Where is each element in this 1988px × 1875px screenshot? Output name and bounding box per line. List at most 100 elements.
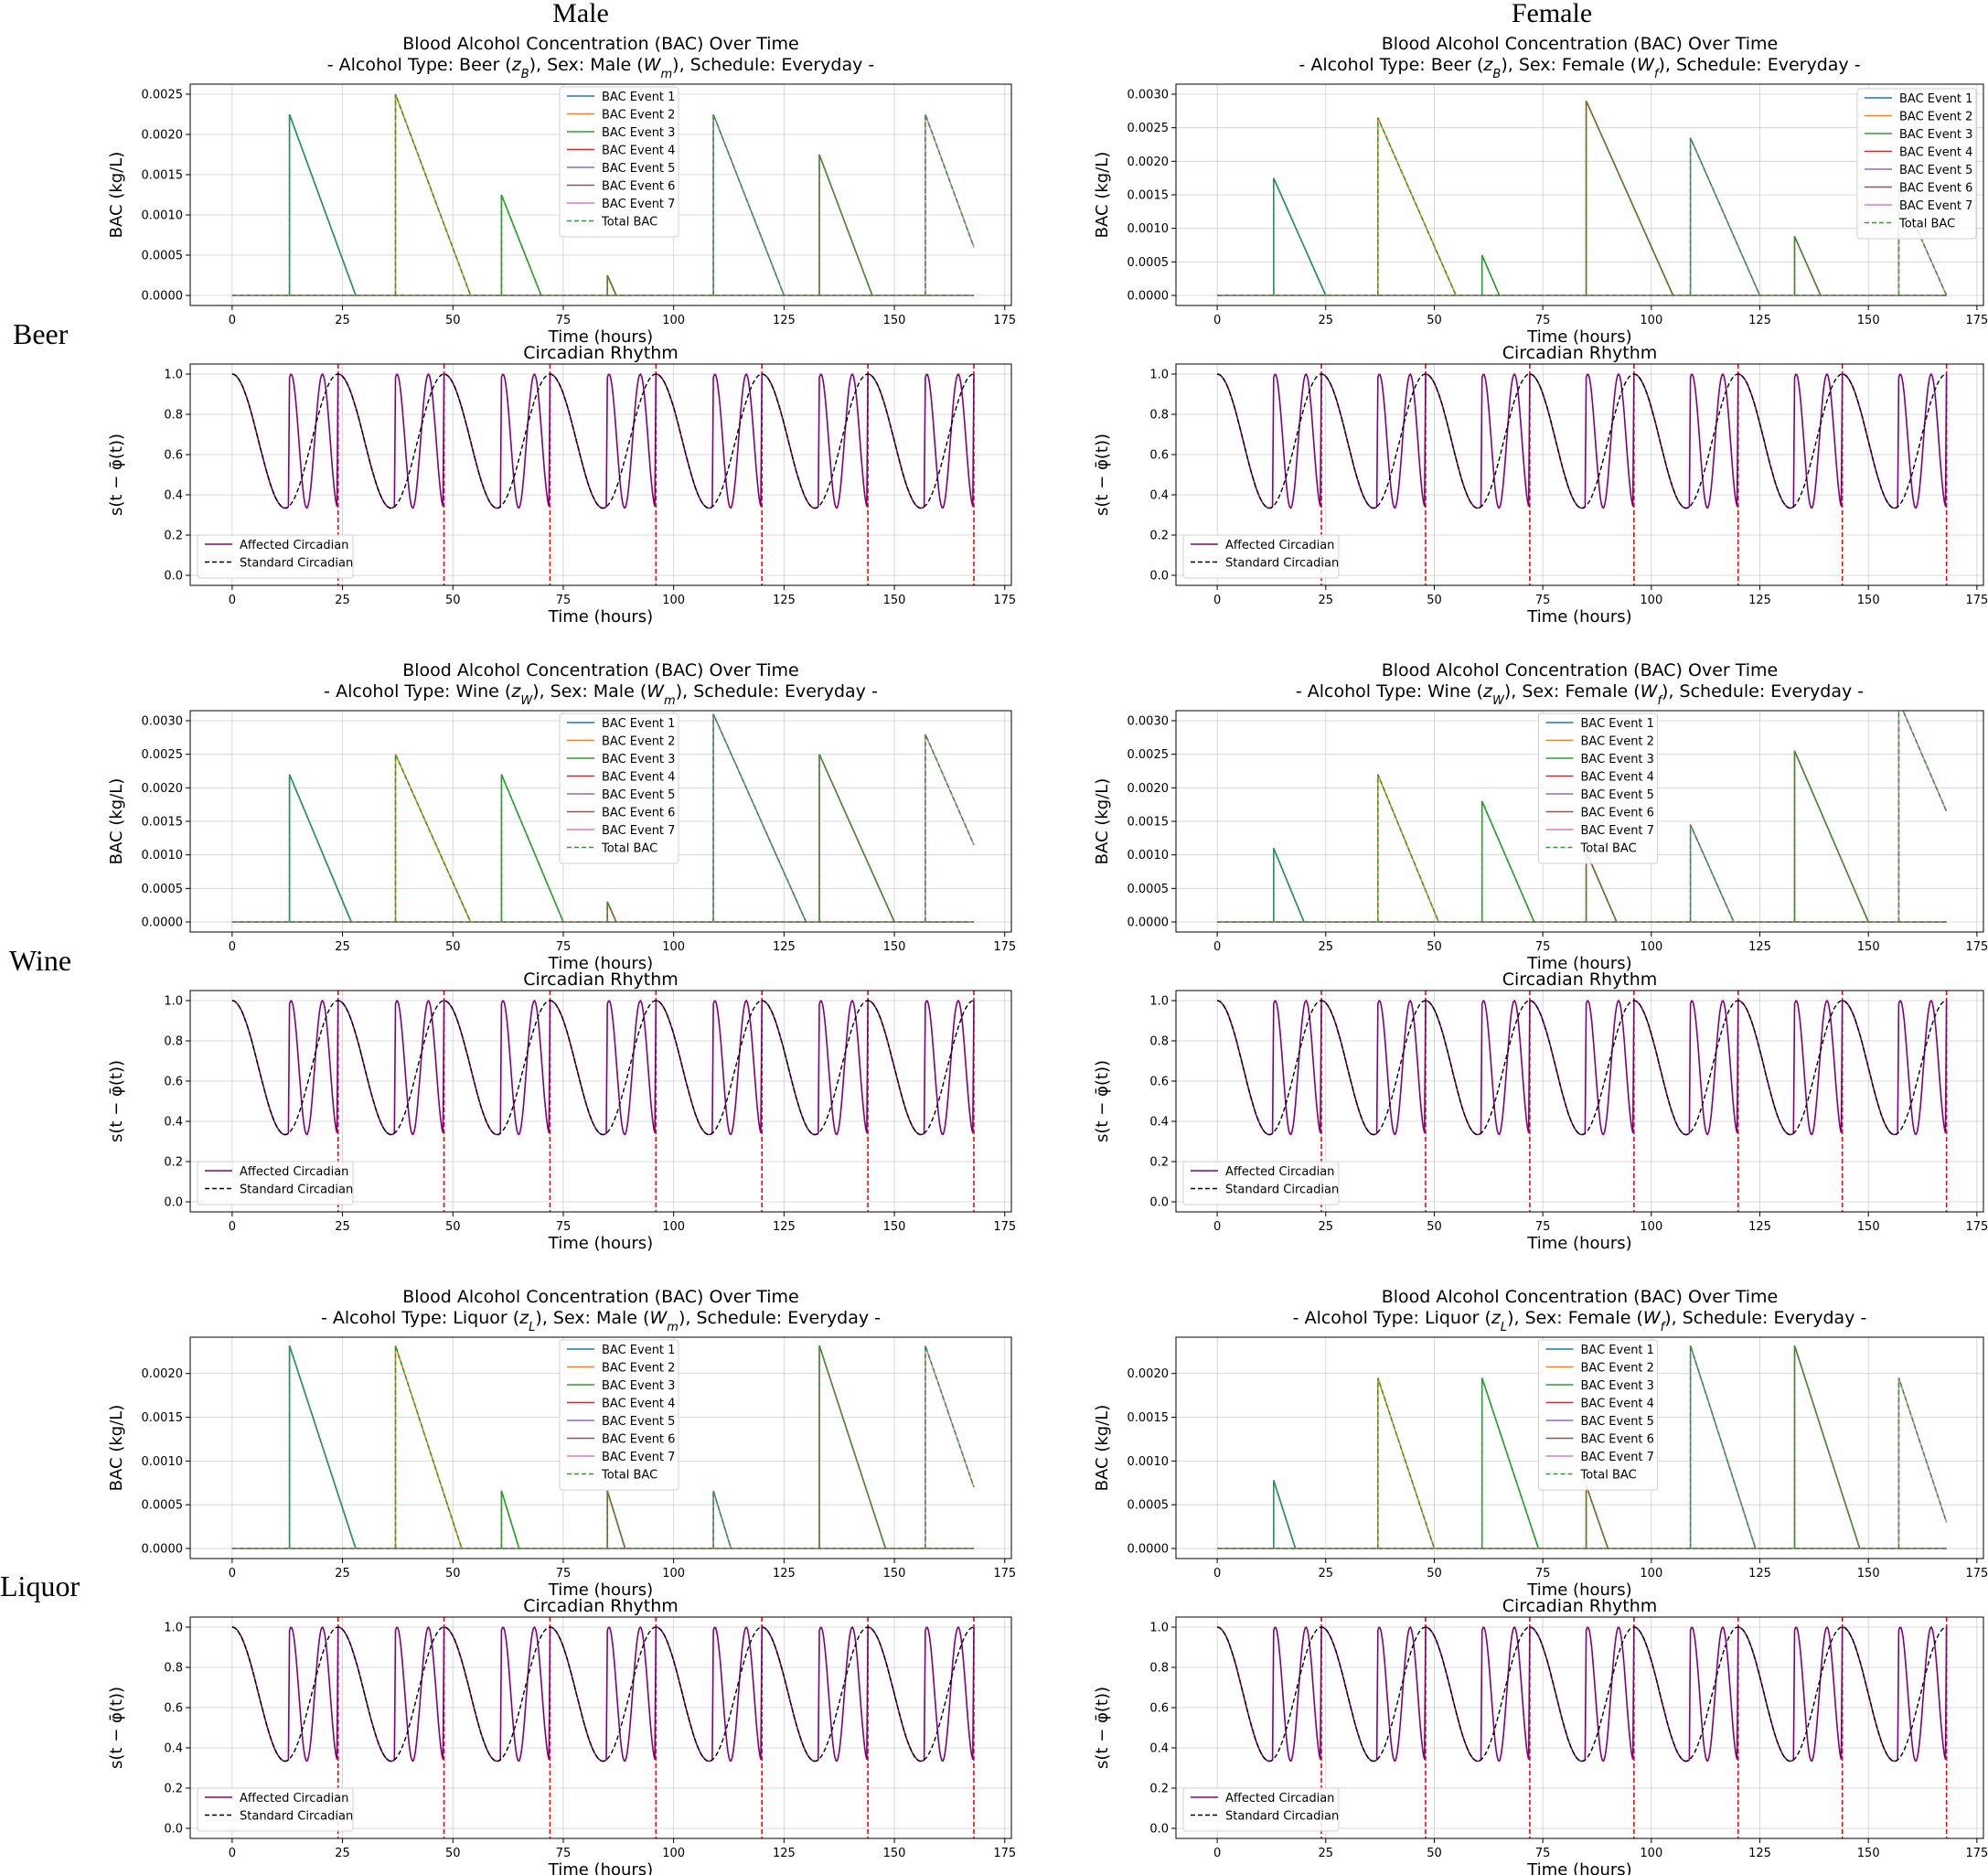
y-tick-label: 0.0020 [1128, 782, 1170, 796]
row-header-liquor: Liquor [0, 1570, 80, 1602]
total-bac-segment [1273, 1480, 1297, 1549]
panel-title: Blood Alcohol Concentration (BAC) Over T… [402, 660, 799, 680]
affected-circadian-line [231, 1625, 975, 1762]
plot-area [1216, 991, 1948, 1212]
panels: 0 25 50 75 100 125 150 1750.00000.00050.00100.0… [107, 34, 1988, 1875]
legend-label: BAC Event 5 [602, 788, 675, 802]
legend-box [559, 1339, 679, 1491]
y-tick-label: 0.0005 [1128, 256, 1170, 270]
total-bac-segment [712, 1490, 732, 1549]
circ-liquor-male-panel: 0 25 50 75 100 125 150 175 0.0 0.2 0.4 0.6 0.8 1.0 Cir… [107, 1596, 1016, 1875]
x-tick-label: 100 [662, 1220, 685, 1234]
legend-label: BAC Event 1 [602, 91, 675, 104]
y-tick-label: 0.4 [1149, 489, 1169, 503]
x-tick-label: 50 [445, 594, 461, 607]
y-tick-label: 0.0 [164, 1196, 183, 1210]
x-axis-label: Time (hours) [1526, 954, 1631, 973]
total-bac-segment [1377, 117, 1457, 296]
axes-frame [1175, 363, 1984, 586]
total-bac-segment [818, 154, 873, 296]
legend-label: BAC Event 5 [1581, 788, 1654, 802]
legend-label: BAC Event 2 [1581, 735, 1654, 749]
x-axis-label: Time (hours) [548, 1860, 653, 1875]
y-tick-label: 0.2 [164, 530, 183, 543]
x-tick-label: 125 [773, 940, 796, 954]
legend-box [1182, 534, 1340, 579]
legend-label: Affected Circadian [1225, 1165, 1334, 1179]
y-tick-label: 0.0030 [142, 715, 184, 729]
legend-label: BAC Event 6 [1581, 1433, 1654, 1447]
x-tick-label: 100 [662, 1567, 685, 1580]
x-tick-label: 175 [993, 594, 1016, 607]
x-tick-label: 50 [1427, 1220, 1442, 1234]
y-tick-label: 0.0000 [142, 290, 184, 304]
standard-circadian-line [1216, 373, 1947, 509]
x-tick-label: 150 [1857, 314, 1880, 327]
y-tick-label: 1.0 [164, 369, 183, 382]
x-tick-label: 150 [883, 314, 906, 327]
legend: BAC Event 1 BAC Event 2 BAC Event 3 BAC Eve… [559, 86, 679, 238]
legend-label: BAC Event 7 [1899, 199, 1972, 213]
total-bac-segment [1689, 1345, 1757, 1549]
y-tick-label: 0.0025 [142, 748, 184, 762]
x-tick-label: 25 [1319, 314, 1334, 327]
circ-wine-male-panel: 0 25 50 75 100 125 150 175 0.0 0.2 0.4 0.6 0.8 1.0 Cir… [107, 970, 1016, 1253]
y-tick-label: 0.0030 [1128, 89, 1170, 102]
plot-area [231, 713, 975, 923]
x-tick-label: 0 [229, 1847, 236, 1860]
x-tick-label: 50 [445, 940, 461, 954]
y-axis-label: s(t − φ̄(t)) [107, 1060, 126, 1142]
axes-frame [1175, 990, 1984, 1213]
legend-box [1538, 1339, 1658, 1491]
x-tick-label: 75 [1535, 314, 1551, 327]
x-tick-label: 100 [1640, 594, 1662, 607]
legend: BAC Event 1 BAC Event 2 BAC Event 3 BAC Eve… [559, 712, 679, 864]
total-bac-segment [1273, 847, 1305, 923]
bac-liquor-female-panel: 0 25 50 75 100 125 150 175 0.0000 0.0005 0.0010 0.0… [1093, 1287, 1988, 1600]
legend-label: BAC Event 1 [1581, 717, 1654, 731]
legend-label: BAC Event 3 [602, 1379, 675, 1393]
bac-wine-male-panel: 0 25 50 75 100 125 150 175 0.0000 0.0005 0.0010 0.0… [107, 660, 1016, 973]
standard-circadian-line [231, 373, 975, 509]
x-tick-label: 50 [445, 1847, 461, 1860]
legend-label: BAC Event 6 [1581, 807, 1654, 820]
y-axis-label: BAC (kg/L) [107, 152, 126, 239]
x-tick-label: 0 [1213, 1847, 1221, 1860]
y-tick-label: 0.0005 [142, 250, 184, 263]
y-tick-label: 0.0005 [1128, 1499, 1170, 1513]
total-bac-segment [1585, 100, 1674, 296]
x-tick-label: 125 [1748, 594, 1771, 607]
y-tick-label: 0.2 [1149, 1783, 1169, 1796]
x-tick-label: 175 [993, 940, 1016, 954]
legend-label: BAC Event 4 [602, 771, 675, 785]
x-tick-label: 25 [1319, 1847, 1334, 1860]
bac-beer-female-panel: 0 25 50 75 100 125 150 175 0.0000 0.0005 0.0010 0.0… [1093, 34, 1988, 347]
y-tick-label: 0.0005 [142, 1499, 184, 1513]
total-bac-segment [1897, 188, 1948, 296]
y-tick-label: 0.8 [1149, 409, 1169, 423]
column-header-female: Female [1512, 0, 1592, 28]
y-axis-label: s(t − φ̄(t)) [1093, 434, 1112, 516]
legend-label: Standard Circadian [1225, 1810, 1339, 1824]
x-tick-label: 0 [229, 1567, 236, 1580]
legend-label: BAC Event 4 [602, 1398, 675, 1411]
legend: BAC Event 1 BAC Event 2 BAC Event 3 BAC Eve… [1538, 1339, 1658, 1491]
y-axis-label: s(t − φ̄(t)) [107, 434, 126, 516]
y-tick-label: 0.0020 [1128, 1367, 1170, 1381]
legend-label: BAC Event 6 [602, 180, 675, 194]
panel-title: Blood Alcohol Concentration (BAC) Over T… [402, 34, 799, 54]
legend-label: Standard Circadian [240, 1810, 353, 1824]
column-header-male: Male [552, 0, 609, 28]
y-tick-label: 0.8 [1149, 1035, 1169, 1049]
y-tick-label: 0.4 [164, 489, 183, 503]
y-tick-label: 0.6 [1149, 1076, 1169, 1089]
x-tick-label: 50 [1427, 594, 1442, 607]
y-tick-label: 0.0020 [142, 1367, 184, 1381]
standard-circadian-line [231, 1000, 975, 1136]
y-tick-label: 0.0015 [142, 1411, 184, 1425]
x-tick-label: 25 [1319, 940, 1334, 954]
legend-label: BAC Event 6 [1899, 182, 1972, 196]
bac-event-6-line [818, 754, 895, 923]
panel-title: Circadian Rhythm [523, 970, 679, 990]
axes-frame [1175, 1336, 1984, 1559]
